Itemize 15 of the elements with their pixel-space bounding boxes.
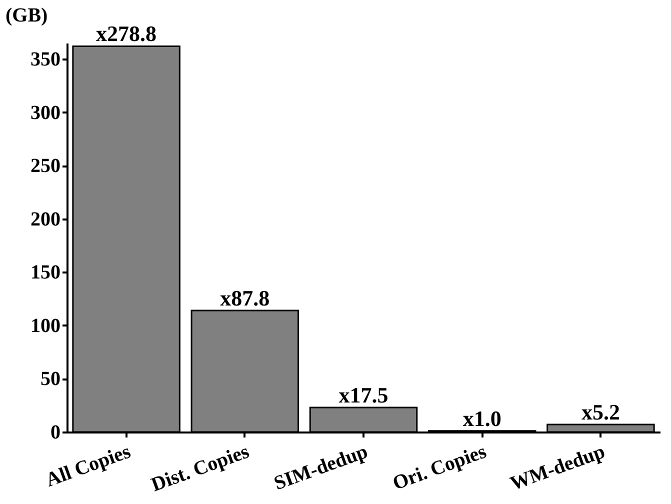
data-label: x1.0	[462, 406, 502, 431]
x-tick-label: Dist. Copies	[148, 440, 252, 496]
y-tick-label: 250	[30, 155, 60, 178]
y-tick-label: 350	[30, 48, 60, 70]
x-tick-label: Ori. Copies	[390, 440, 490, 495]
y-tick-label: 150	[30, 262, 60, 284]
data-label: x5.2	[581, 400, 620, 425]
data-label: x17.5	[338, 382, 388, 408]
y-tick-label: 200	[30, 208, 60, 230]
data-label: x278.8	[96, 21, 157, 46]
data-label: x87.8	[220, 286, 270, 311]
y-tick-label: 300	[30, 102, 60, 124]
y-axis-title: (GB)	[6, 4, 48, 26]
y-tick-label: 50	[40, 368, 60, 390]
y-tick-label: 100	[30, 314, 60, 337]
